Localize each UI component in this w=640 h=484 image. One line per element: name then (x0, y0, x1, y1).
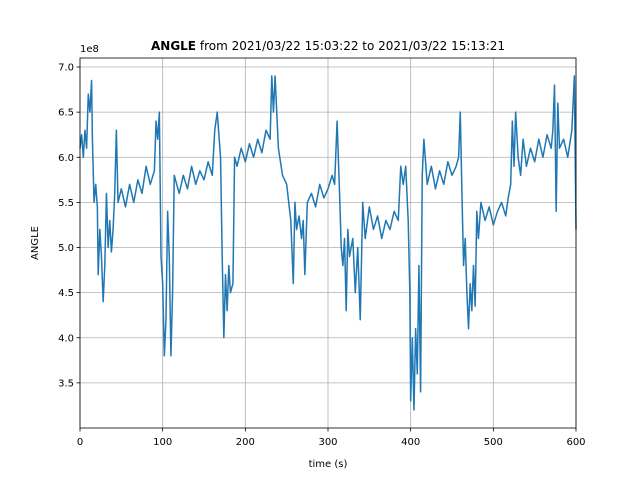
x-tick-label: 600 (566, 437, 585, 448)
y-tick-label: 4.0 (58, 333, 74, 344)
data-line (79, 75, 577, 411)
y-tick-label: 6.5 (58, 108, 74, 119)
title-bold: ANGLE (151, 39, 196, 53)
y-tick-label: 5.5 (58, 198, 74, 209)
y-axis-label: ANGLE (30, 226, 41, 260)
chart-title: ANGLE from 2021/03/22 15:03:22 to 2021/0… (151, 39, 505, 53)
x-tick-label: 0 (77, 437, 83, 448)
x-axis-label: time (s) (309, 459, 348, 470)
y-tick-label: 4.5 (58, 288, 74, 299)
offset-text: 1e8 (80, 44, 99, 55)
x-tick-label: 300 (318, 437, 337, 448)
y-tick-label: 3.5 (58, 378, 74, 389)
y-tick-label: 5.0 (58, 243, 74, 254)
x-tick-label: 500 (484, 437, 503, 448)
x-tick-label: 100 (153, 437, 172, 448)
x-tick-label: 200 (236, 437, 255, 448)
title-rest: from 2021/03/22 15:03:22 to 2021/03/22 1… (200, 39, 505, 53)
x-tick-label: 400 (401, 437, 420, 448)
axes-frame (79, 57, 577, 429)
y-tick-label: 7.0 (58, 63, 74, 74)
y-tick-label: 6.0 (58, 153, 74, 164)
